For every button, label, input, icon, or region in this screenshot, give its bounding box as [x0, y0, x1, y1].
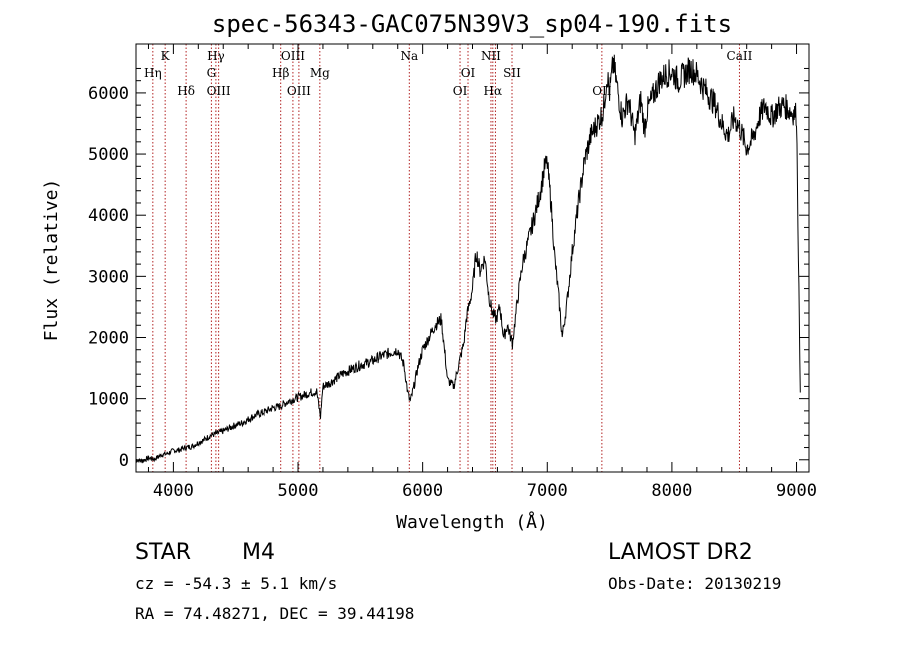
marker-label: OIII	[207, 84, 231, 98]
spectrum-series	[135, 54, 801, 464]
obs-date-label: Obs-Date: 20130219	[608, 574, 782, 593]
survey-label: LAMOST DR2	[608, 540, 753, 565]
marker-label: Mg	[310, 66, 330, 80]
marker-label: Na	[400, 49, 418, 63]
marker-label: Hβ	[272, 66, 289, 80]
marker-label: Hγ	[207, 49, 225, 63]
marker-label: OI	[461, 66, 476, 80]
x-axis: 4000 5000 6000 7000 8000 9000	[147, 44, 817, 501]
marker-label: NII	[481, 49, 501, 63]
marker-label: OIII	[281, 49, 305, 63]
marker-label: OIII	[287, 84, 311, 98]
marker-label: Hα	[484, 84, 503, 98]
y-tick-label: 4000	[88, 206, 129, 226]
x-tick-label: 7000	[527, 481, 568, 501]
class-label: STAR	[135, 540, 192, 565]
emission-line-labels: HηKHδGHγOIIIHβOIIIOIIIMgNaOIOINIIHαSIIOI…	[144, 49, 753, 98]
marker-label: OI	[453, 84, 468, 98]
spectrum-line	[135, 54, 801, 464]
chart-title: spec-56343-GAC075N39V3_sp04-190.fits	[212, 10, 732, 38]
y-axis: 0 1000 2000 3000 4000 5000 6000	[88, 67, 809, 471]
y-axis-label: Flux (relative)	[41, 179, 62, 342]
marker-label: Hδ	[177, 84, 195, 98]
y-tick-label: 5000	[88, 145, 129, 165]
x-axis-label: Wavelength (Å)	[396, 511, 548, 533]
redshift-label: cz = -54.3 ± 5.1 km/s	[135, 574, 338, 593]
x-tick-label: 4000	[153, 481, 194, 501]
plot-frame	[135, 43, 810, 473]
marker-label: Hη	[144, 66, 162, 80]
subclass-label: M4	[242, 540, 275, 565]
y-tick-label: 1000	[88, 390, 129, 410]
marker-label: G	[207, 66, 217, 80]
x-tick-label: 9000	[776, 481, 817, 501]
marker-label: CaII	[727, 49, 753, 63]
x-tick-label: 5000	[278, 481, 319, 501]
emission-line-markers	[152, 44, 740, 472]
marker-label: SII	[503, 66, 521, 80]
x-tick-label: 6000	[402, 481, 443, 501]
y-tick-label: 3000	[88, 267, 129, 287]
y-tick-label: 2000	[88, 328, 129, 348]
marker-label: K	[161, 49, 171, 63]
y-tick-label: 0	[119, 451, 129, 471]
x-tick-label: 8000	[651, 481, 692, 501]
y-tick-label: 6000	[88, 84, 129, 104]
coordinates-label: RA = 74.48271, DEC = 39.44198	[135, 604, 415, 623]
